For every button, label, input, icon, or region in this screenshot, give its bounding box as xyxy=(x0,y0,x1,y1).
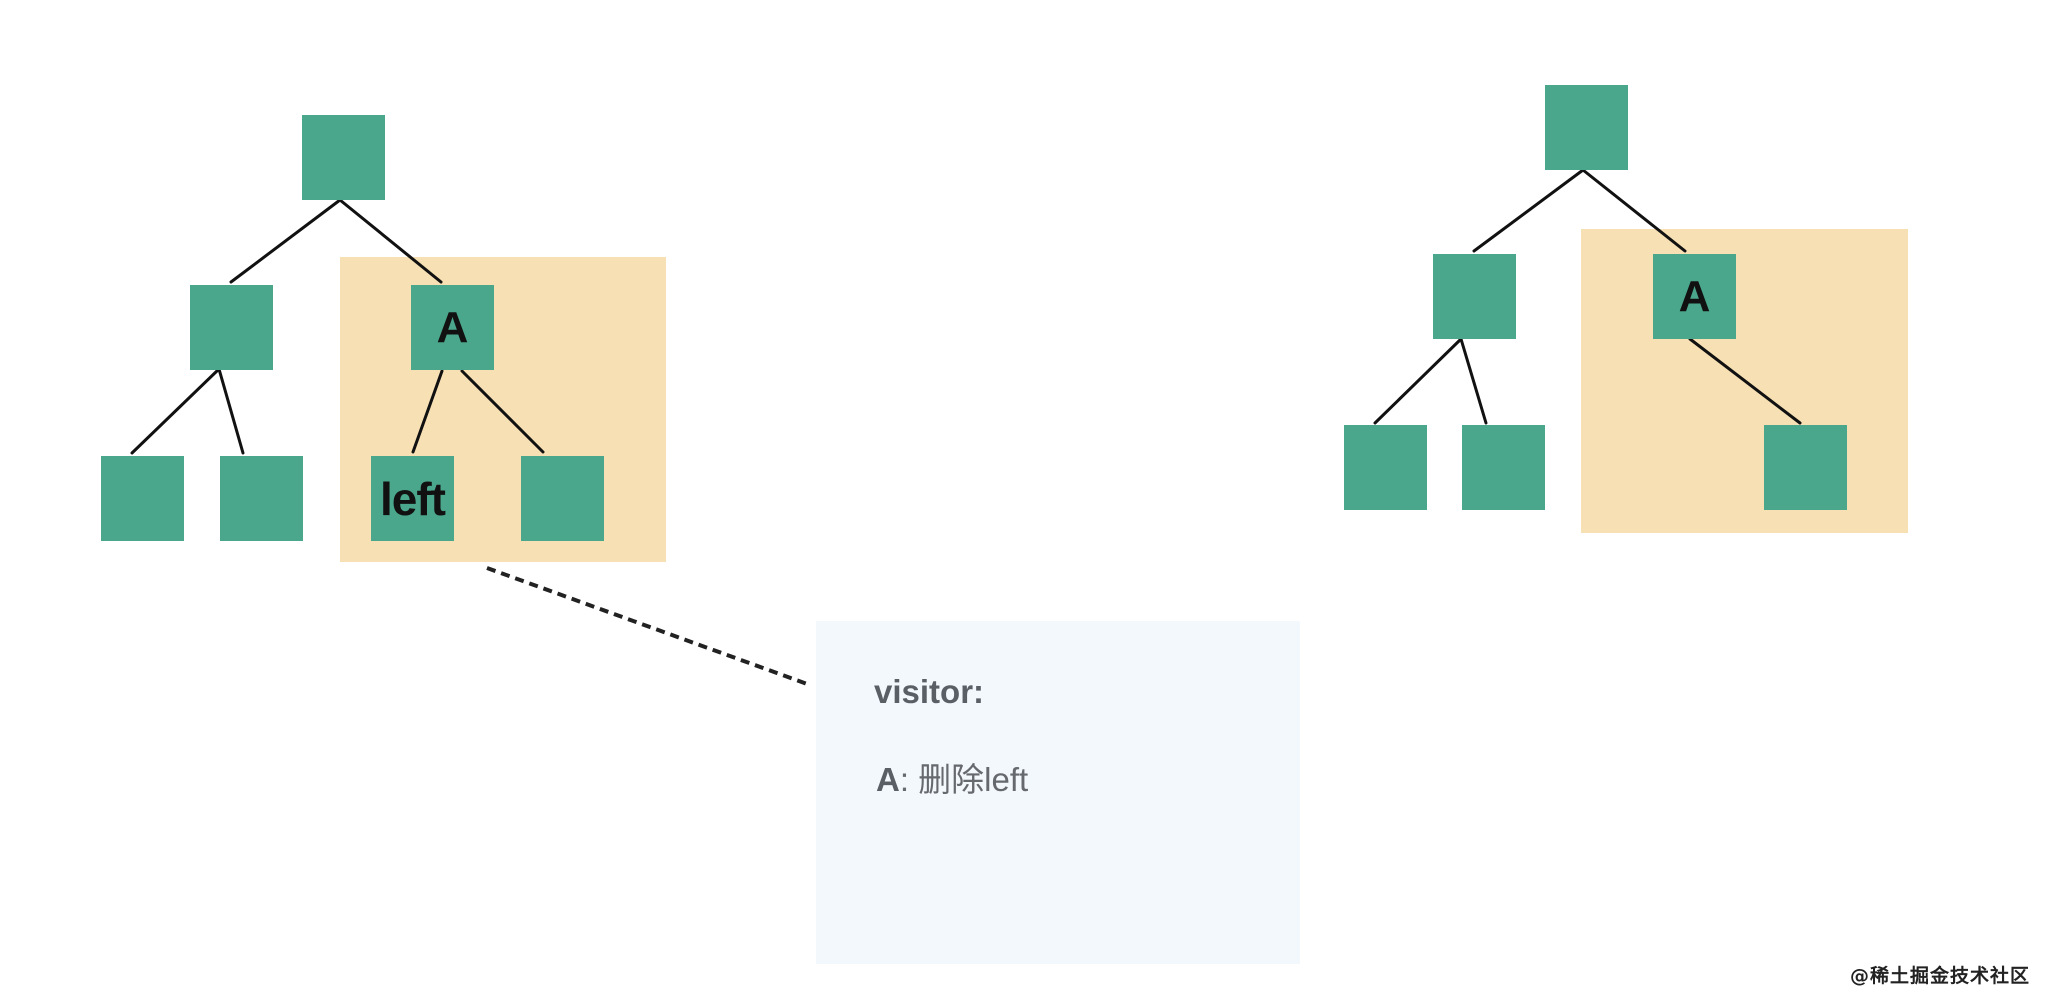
left-node-left-label: left xyxy=(380,472,446,525)
visitor-note-key: A xyxy=(876,761,900,798)
left-edge-root-to-a xyxy=(338,198,443,284)
dashed-connector xyxy=(486,566,811,687)
left-edge-a-to-r xyxy=(460,369,545,454)
left-edge-a-to-left xyxy=(411,369,444,454)
left-node-a-label: A xyxy=(436,302,469,352)
right-tree-leaf-1 xyxy=(1344,425,1427,510)
visitor-note-line: A: 删除left xyxy=(876,753,1028,801)
right-edge-a-to-r xyxy=(1688,337,1802,425)
right-edge-root-to-b xyxy=(1472,168,1585,253)
right-tree-root-node xyxy=(1545,85,1628,170)
left-edge-b-to-lr xyxy=(217,367,245,455)
right-tree-node-a: A xyxy=(1653,254,1736,339)
right-edge-root-to-a xyxy=(1581,168,1687,253)
left-tree-node-left: left xyxy=(371,456,454,541)
right-node-a-label: A xyxy=(1678,271,1711,321)
right-edge-b-to-lr xyxy=(1459,337,1488,425)
left-tree-leaf-4 xyxy=(521,456,604,541)
right-tree-leaf-3 xyxy=(1764,425,1847,510)
right-tree-leaf-2 xyxy=(1462,425,1545,510)
watermark-text: @稀土掘金技术社区 xyxy=(1849,965,2030,987)
left-tree-leaf-2 xyxy=(220,456,303,541)
visitor-note: visitor: A: 删除left xyxy=(816,621,1300,964)
left-tree-node-a: A xyxy=(411,285,494,370)
left-tree-root-node xyxy=(302,115,385,200)
right-tree-node-b xyxy=(1433,254,1516,339)
visitor-note-title: visitor: xyxy=(874,673,985,710)
left-tree-node-b xyxy=(190,285,273,370)
left-edge-b-to-ll xyxy=(130,367,221,455)
left-tree-leaf-1 xyxy=(101,456,184,541)
visitor-note-text: : 删除left xyxy=(899,761,1029,798)
left-edge-root-to-b xyxy=(229,198,342,284)
right-edge-b-to-ll xyxy=(1373,337,1463,425)
